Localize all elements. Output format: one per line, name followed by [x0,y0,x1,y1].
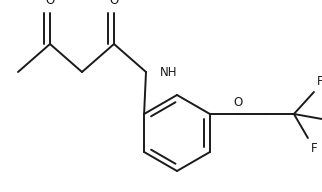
Text: O: O [45,0,55,7]
Text: O: O [109,0,118,7]
Text: NH: NH [160,65,177,79]
Text: O: O [233,96,242,109]
Text: F: F [317,75,322,88]
Text: F: F [311,142,317,155]
